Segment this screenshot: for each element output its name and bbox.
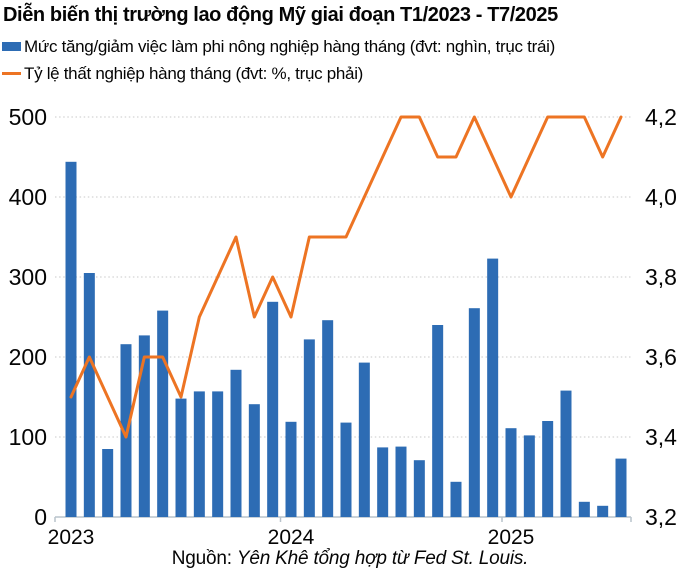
payrolls-bar — [377, 447, 389, 517]
x-axis-year-label: 2024 — [268, 526, 315, 549]
payrolls-bar — [303, 339, 315, 517]
left-axis-label: 100 — [9, 424, 47, 450]
payrolls-bar — [230, 369, 242, 517]
legend-label: Tỷ lệ thất nghiệp hàng tháng (đvt: %, tr… — [24, 63, 364, 83]
left-axis-label: 0 — [34, 504, 47, 530]
payrolls-bar — [505, 428, 517, 517]
left-axis-label: 200 — [9, 344, 47, 370]
payrolls-bar — [65, 161, 77, 518]
left-axis-label: 500 — [9, 104, 47, 130]
legend-label: Mức tăng/giảm việc làm phi nông nghiệp h… — [24, 36, 555, 56]
payrolls-bar — [487, 258, 499, 517]
unemployment-line — [69, 115, 623, 439]
payrolls-bar — [340, 422, 352, 517]
payrolls-bar — [468, 308, 480, 517]
chart-title: Diễn biến thị trường lao động Mỹ giai đo… — [3, 4, 558, 26]
right-axis-label: 3,8 — [645, 264, 677, 290]
payrolls-bar — [83, 273, 95, 517]
payrolls-bar — [193, 391, 205, 517]
x-axis-year-label: 2025 — [488, 526, 535, 549]
legend-item-payrolls: Mức tăng/giảm việc làm phi nông nghiệp h… — [2, 33, 555, 60]
payrolls-bar — [597, 505, 609, 517]
payrolls-bar — [138, 335, 150, 517]
payrolls-bar — [523, 435, 535, 517]
payrolls-bar — [395, 446, 407, 517]
payrolls-bar — [157, 310, 169, 517]
left-axis-label: 400 — [9, 184, 47, 210]
payrolls-bar — [450, 481, 462, 517]
right-axis-label: 3,4 — [645, 424, 677, 450]
payrolls-bar — [248, 404, 260, 517]
payrolls-bar — [615, 458, 627, 517]
left-axis-label: 300 — [9, 264, 47, 290]
payrolls-bar — [175, 398, 187, 517]
payrolls-bar — [413, 460, 425, 517]
payrolls-bar — [322, 320, 334, 517]
payrolls-bar — [578, 501, 590, 517]
payrolls-bar — [560, 390, 572, 517]
right-axis-label: 3,2 — [645, 504, 677, 530]
source-text: Yên Khê tổng hợp từ Fed St. Louis. — [236, 548, 529, 569]
legend: Mức tăng/giảm việc làm phi nông nghiệp h… — [2, 33, 555, 87]
payrolls-bar — [267, 301, 279, 517]
payrolls-bar — [212, 391, 224, 517]
right-axis-label: 3,6 — [645, 344, 677, 370]
right-axis-label: 4,0 — [645, 184, 677, 210]
line-series-swatch-icon — [2, 71, 21, 76]
x-axis-year-label: 2023 — [48, 526, 95, 549]
payrolls-bar — [102, 449, 114, 517]
right-axis-label: 4,2 — [645, 104, 677, 130]
source-prefix: Nguồn: — [171, 548, 237, 569]
payrolls-bar — [358, 362, 370, 517]
source-credit: Nguồn: Yên Khê tổng hợp từ Fed St. Louis… — [0, 548, 700, 570]
payrolls-bar — [285, 421, 297, 517]
payrolls-bar — [542, 421, 554, 517]
legend-item-unemployment: Tỷ lệ thất nghiệp hàng tháng (đvt: %, tr… — [2, 60, 555, 87]
bar-series-swatch-icon — [2, 42, 21, 51]
payrolls-bar — [432, 325, 444, 517]
